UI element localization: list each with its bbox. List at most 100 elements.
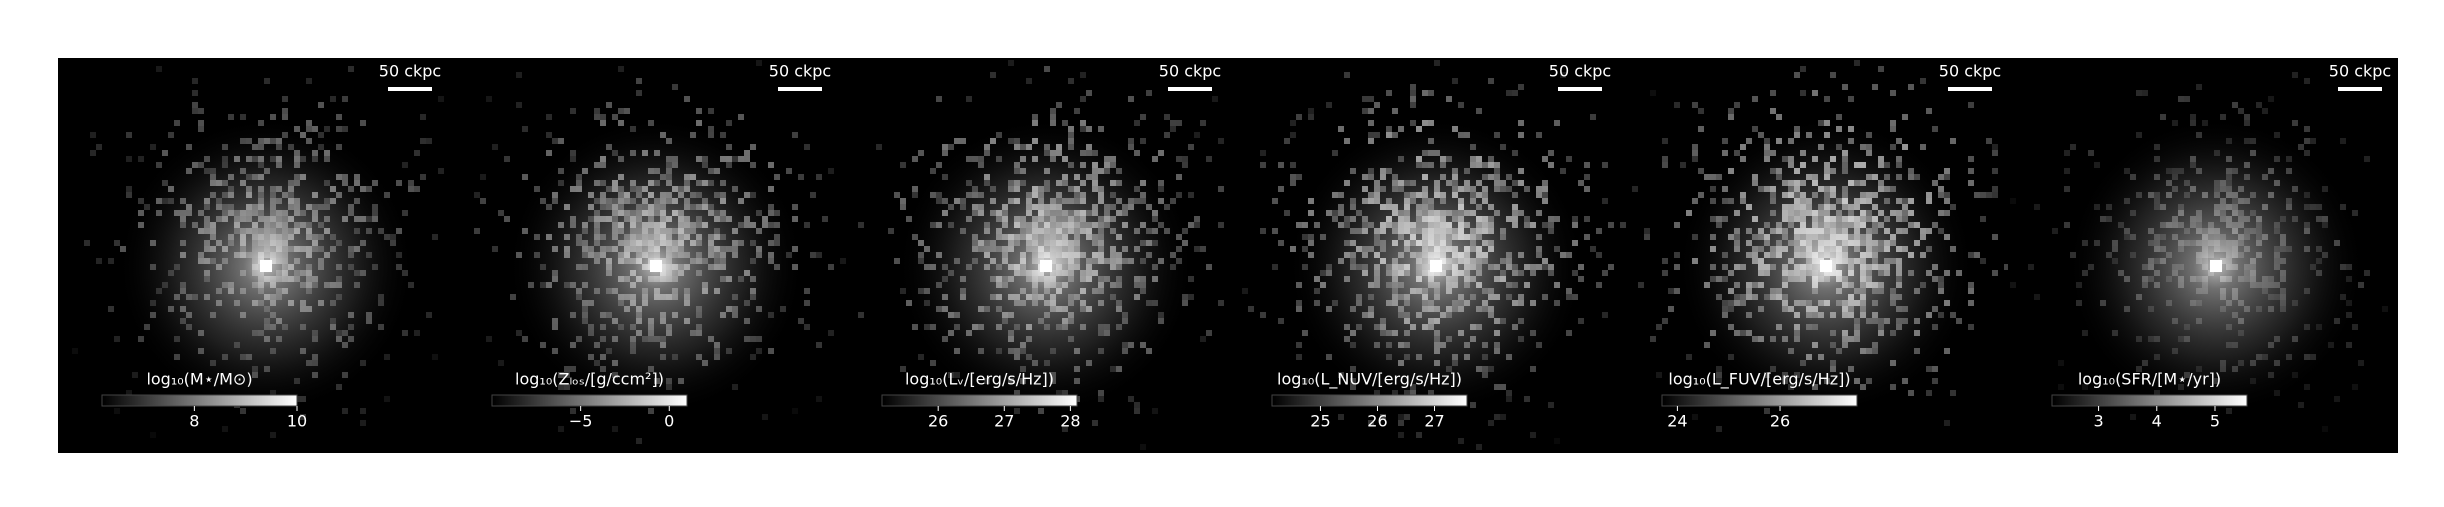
pixel: [1812, 90, 1818, 96]
pixel: [1164, 132, 1170, 138]
pixel: [1944, 174, 1950, 180]
pixel: [2310, 138, 2316, 144]
pixel: [426, 138, 432, 144]
pixel: [1716, 372, 1722, 378]
pixel: [1206, 330, 1212, 336]
pixel: [1908, 84, 1914, 90]
pixel: [1284, 210, 1290, 216]
pixel: [1800, 90, 1806, 96]
pixel: [474, 228, 480, 234]
pixel: [828, 264, 834, 270]
pixel: [420, 174, 426, 180]
pixel: [1926, 108, 1932, 114]
pixel: [192, 90, 198, 96]
pixel: [858, 222, 864, 228]
pixel: [1170, 126, 1176, 132]
pixel: [156, 66, 162, 72]
pixel: [672, 84, 678, 90]
pixel: [1680, 162, 1686, 168]
pixel: [1716, 378, 1722, 384]
pixel: [168, 132, 174, 138]
pixel: [1134, 402, 1140, 408]
pixel: [1728, 108, 1734, 114]
pixel: [828, 330, 834, 336]
pixel: [1140, 114, 1146, 120]
colorbar-tick-label: 24: [1667, 412, 1687, 431]
pixel: [1176, 192, 1182, 198]
pixel: [1830, 72, 1836, 78]
pixel: [810, 252, 816, 258]
galaxy-core: [1820, 260, 1832, 272]
pixel: [1662, 138, 1668, 144]
pixel: [1986, 138, 1992, 144]
pixel: [2064, 186, 2070, 192]
pixel: [1596, 228, 1602, 234]
pixel: [1272, 198, 1278, 204]
pixel: [1248, 306, 1254, 312]
pixel: [2322, 426, 2328, 432]
pixel: [492, 246, 498, 252]
pixel: [912, 186, 918, 192]
pixel: [348, 66, 354, 72]
pixel: [1404, 414, 1410, 420]
pixel: [1380, 414, 1386, 420]
pixel: [1068, 78, 1074, 84]
pixel: [420, 114, 426, 120]
pixel: [1410, 96, 1416, 102]
pixel: [126, 156, 132, 162]
pixel: [636, 438, 642, 444]
pixel: [1194, 216, 1200, 222]
pixel: [2262, 108, 2268, 114]
pixel: [1548, 150, 1554, 156]
pixel: [1176, 120, 1182, 126]
pixel: [1506, 396, 1512, 402]
pixel: [432, 234, 438, 240]
pixel: [804, 144, 810, 150]
pixel: [1932, 126, 1938, 132]
pixel: [1278, 162, 1284, 168]
pixel: [1008, 60, 1014, 66]
pixel: [1578, 180, 1584, 186]
colorbar-label: log₁₀(Lᵥ/[erg/s/Hz]): [905, 370, 1054, 389]
pixel: [162, 150, 168, 156]
pixel: [594, 108, 600, 114]
pixel: [792, 132, 798, 138]
pixel: [1698, 126, 1704, 132]
pixel: [264, 78, 270, 84]
pixel: [360, 120, 366, 126]
pixel: [1446, 96, 1452, 102]
pixel: [1092, 420, 1098, 426]
pixel: [1290, 162, 1296, 168]
pixel: [84, 240, 90, 246]
pixel: [2232, 102, 2238, 108]
pixel: [1542, 156, 1548, 162]
pixel: [936, 96, 942, 102]
pixel: [1422, 90, 1428, 96]
colorbar: [881, 394, 1078, 407]
pixel: [804, 324, 810, 330]
pixel: [414, 186, 420, 192]
pixel: [822, 216, 828, 222]
pixel: [570, 108, 576, 114]
pixel: [1752, 126, 1758, 132]
pixel: [1752, 96, 1758, 102]
pixel: [1212, 96, 1218, 102]
pixel: [480, 174, 486, 180]
pixel: [1338, 414, 1344, 420]
pixel: [1152, 156, 1158, 162]
pixel: [1308, 114, 1314, 120]
pixel: [270, 432, 276, 438]
pixel: [222, 426, 228, 432]
pixel: [1194, 132, 1200, 138]
pixel: [1392, 108, 1398, 114]
galaxy-core: [260, 260, 272, 272]
colorbar: [1661, 394, 1858, 407]
pixel: [108, 306, 114, 312]
pixel: [2196, 84, 2202, 90]
pixel: [1686, 354, 1692, 360]
pixel: [1176, 156, 1182, 162]
pixel: [786, 168, 792, 174]
pixel: [2358, 360, 2364, 366]
pixel: [816, 174, 822, 180]
pixel: [1278, 318, 1284, 324]
